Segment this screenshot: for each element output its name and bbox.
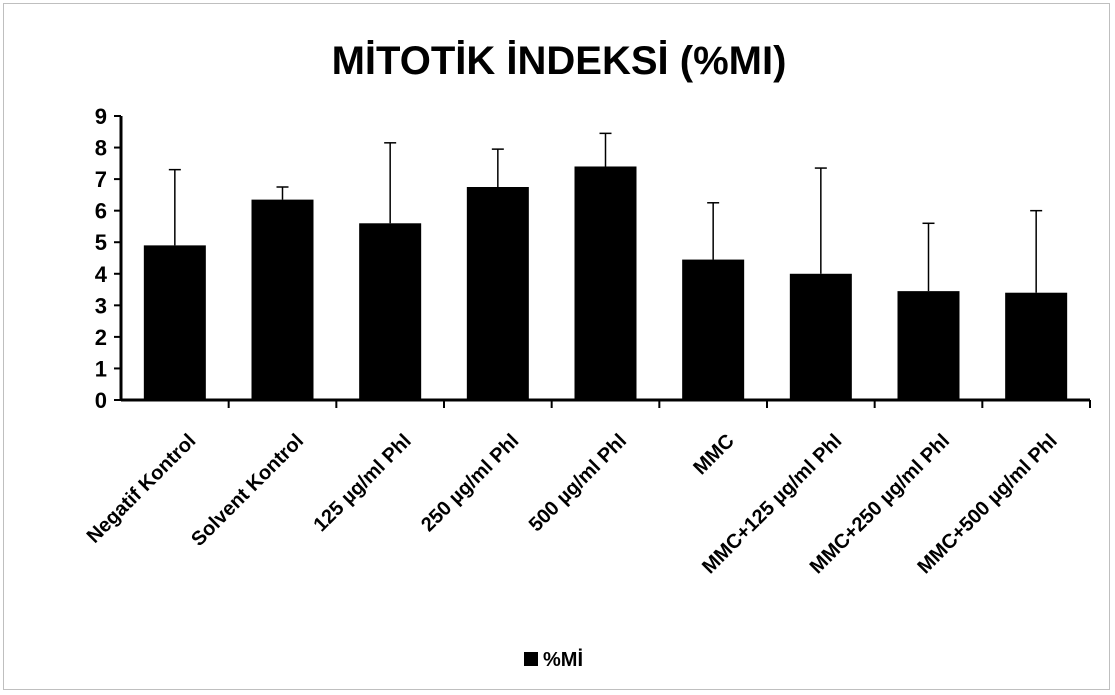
bar <box>897 291 960 400</box>
x-tick-label: Negatif Kontrol <box>83 430 201 548</box>
y-tick-label: 5 <box>95 230 107 255</box>
bar <box>359 223 422 400</box>
bar <box>466 187 529 400</box>
bar <box>574 166 637 400</box>
bar-chart: MİTOTİK İNDEKSİ (%MI) 0 1 2 3 4 5 6 7 8 9 Negatif … <box>83 39 1091 671</box>
y-tick-label: 4 <box>95 262 108 287</box>
x-tick-label: MMC <box>689 430 738 479</box>
y-tick-label: 7 <box>95 167 107 192</box>
y-tick-label: 8 <box>95 136 107 161</box>
y-tick-label: 0 <box>95 388 107 413</box>
y-tick-label: 9 <box>95 104 107 129</box>
bar <box>251 199 314 400</box>
y-tick-label: 3 <box>95 293 107 318</box>
y-tick-label: 2 <box>95 325 107 350</box>
x-tick-label: Solvent Kontrol <box>187 430 308 551</box>
bar <box>789 273 852 400</box>
legend-swatch <box>524 652 538 666</box>
legend-label: %Mİ <box>543 648 583 671</box>
bar <box>682 259 745 400</box>
bar <box>143 245 206 400</box>
chart-frame: MİTOTİK İNDEKSİ (%MI) 0 1 2 3 4 5 6 7 8 9 Negatif … <box>3 3 1110 690</box>
y-tick-label: 1 <box>95 356 107 381</box>
x-tick-label: 500 µg/ml Phl <box>525 430 631 536</box>
legend: %Mİ <box>524 648 583 671</box>
y-tick-label: 6 <box>95 199 107 224</box>
chart-title: MİTOTİK İNDEKSİ (%MI) <box>332 39 787 83</box>
x-tick-label: 125 µg/ml Phl <box>309 430 415 536</box>
x-tick-label: 250 µg/ml Phl <box>417 430 523 536</box>
bar <box>1005 292 1068 400</box>
